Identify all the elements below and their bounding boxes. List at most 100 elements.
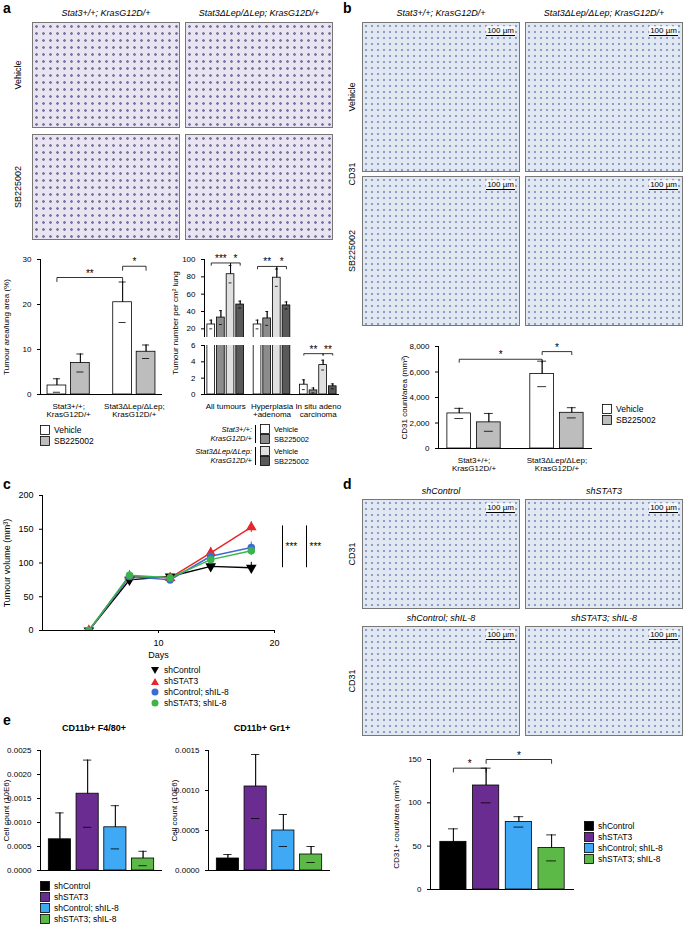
svg-text:4,000: 4,000 (409, 393, 430, 402)
html-text:SB225002: SB225002 (274, 434, 309, 444)
html-text:SB225002: SB225002 (13, 166, 23, 208)
svg-text:50: 50 (413, 842, 422, 851)
svg-text:*: * (555, 342, 559, 353)
html-text:shControl: shControl (598, 821, 635, 831)
svg-text:Stat3+/+;KrasG12D/+: Stat3+/+;KrasG12D/+ (47, 402, 92, 419)
svg-text:*: * (233, 253, 237, 264)
svg-text:**: ** (310, 344, 318, 355)
svg-text:0: 0 (28, 625, 33, 635)
svg-text:*: * (280, 256, 284, 267)
svg-text:0: 0 (191, 390, 196, 399)
svg-text:CD31+ count/area (mm²): CD31+ count/area (mm²) (392, 780, 401, 869)
svg-text:0.0000: 0.0000 (175, 866, 200, 875)
html-text:shControl: shControl (164, 665, 201, 675)
svg-text:**: ** (86, 268, 94, 279)
html-text:SB225002: SB225002 (54, 436, 94, 446)
svg-text:6: 6 (191, 341, 196, 350)
svg-text:50: 50 (23, 592, 33, 602)
svg-text:Cell count (10E6): Cell count (10E6) (170, 779, 179, 841)
svg-text:0: 0 (425, 444, 430, 453)
svg-text:80: 80 (187, 272, 196, 281)
html-text:shControl; shIL-8: shControl; shIL-8 (406, 613, 476, 623)
svg-text:0: 0 (417, 885, 422, 894)
html-text:shSTAT3: shSTAT3 (164, 676, 199, 686)
html-text:shControl; shIL-8: shControl; shIL-8 (164, 687, 229, 697)
html-text:shSTAT3: shSTAT3 (598, 832, 633, 842)
svg-text:Tumour area/lung area (%): Tumour area/lung area (%) (2, 279, 11, 375)
svg-text:0.0015: 0.0015 (7, 794, 32, 804)
svg-text:20: 20 (269, 638, 279, 648)
svg-text:*: * (499, 349, 503, 360)
html-text:CD11b+ F4/80+: CD11b+ F4/80+ (62, 723, 126, 733)
svg-text:30: 30 (23, 255, 32, 264)
svg-text:150: 150 (408, 755, 422, 764)
svg-text:0: 0 (27, 390, 32, 399)
svg-text:4: 4 (191, 357, 196, 366)
svg-text:150: 150 (18, 524, 33, 534)
svg-text:CD31 count/area (mm²): CD31 count/area (mm²) (400, 355, 409, 439)
svg-text:Hyperplasia+adenoma: Hyperplasia+adenoma (251, 402, 294, 419)
svg-text:Stat3ΔLep/ΔLep;KrasG12D/+: Stat3ΔLep/ΔLep;KrasG12D/+ (527, 456, 588, 473)
svg-text:100: 100 (408, 798, 422, 807)
svg-text:***: *** (310, 541, 322, 552)
svg-text:*: * (132, 256, 136, 267)
svg-text:0.0005: 0.0005 (7, 842, 32, 851)
html-text:SB225002: SB225002 (347, 230, 357, 272)
html-text:shControl; shIL-8: shControl; shIL-8 (598, 843, 663, 853)
html-text:shSTAT3; shIL-8: shSTAT3; shIL-8 (164, 698, 227, 708)
html-text:CD31: CD31 (347, 162, 357, 186)
svg-text:10: 10 (153, 638, 163, 648)
html-text:SB225002: SB225002 (616, 415, 656, 425)
svg-text:***: *** (286, 541, 298, 552)
html-text:Vehicle: Vehicle (347, 82, 357, 112)
html-text:shSTAT3; shIL-8: shSTAT3; shIL-8 (598, 854, 661, 864)
svg-text:Tumour volume (mm³): Tumour volume (mm³) (2, 519, 12, 608)
html-text:Vehicle: Vehicle (274, 446, 299, 456)
html-text:SB225002: SB225002 (274, 456, 309, 466)
svg-text:**: ** (324, 344, 332, 355)
html-text:Vehicle: Vehicle (54, 425, 82, 435)
html-text:Stat3ΔLep/ΔLep; KrasG12D/+: Stat3ΔLep/ΔLep; KrasG12D/+ (198, 8, 320, 18)
html-text:Stat3ΔLep/ΔLep: KrasG12D/+: Stat3ΔLep/ΔLep: KrasG12D/+ (195, 447, 252, 465)
html-text:Vehicle: Vehicle (13, 60, 23, 90)
svg-text:200: 200 (18, 490, 33, 500)
html-text:shSTAT3: shSTAT3 (585, 486, 623, 496)
svg-text:0.0010: 0.0010 (7, 818, 32, 828)
svg-text:100: 100 (182, 255, 196, 264)
html-text:Stat3+/+; KrasG12D/+: Stat3+/+; KrasG12D/+ (61, 8, 151, 18)
svg-text:2,000: 2,000 (409, 419, 430, 428)
html-text:Stat3+/+; KrasG12D/+: Stat3+/+; KrasG12D/+ (396, 8, 486, 18)
svg-text:20: 20 (187, 324, 196, 333)
svg-text:20: 20 (23, 300, 32, 309)
svg-text:Stat3+/+;KrasG12D/+: Stat3+/+;KrasG12D/+ (452, 456, 497, 473)
svg-text:Days: Days (148, 650, 169, 660)
html-text:CD31: CD31 (347, 542, 357, 566)
svg-text:10: 10 (23, 345, 32, 354)
svg-text:0.0025: 0.0025 (7, 746, 32, 755)
html-text:Tumour number per cm² lung: Tumour number per cm² lung (170, 270, 180, 375)
svg-text:8,000: 8,000 (409, 342, 430, 351)
svg-text:0.0015: 0.0015 (175, 746, 200, 755)
svg-text:*: * (468, 758, 472, 769)
svg-text:100: 100 (18, 558, 33, 568)
svg-text:6,000: 6,000 (409, 368, 430, 377)
svg-text:2: 2 (191, 374, 196, 383)
svg-text:Cell count (10E6): Cell count (10E6) (2, 779, 11, 841)
html-text:Stat3ΔLep/ΔLep; KrasG12D/+: Stat3ΔLep/ΔLep; KrasG12D/+ (543, 8, 665, 18)
svg-text:In situ adenocarcinoma: In situ adenocarcinoma (295, 402, 341, 419)
svg-text:40: 40 (187, 307, 196, 316)
svg-text:0.0000: 0.0000 (7, 866, 32, 875)
html-text:CD31: CD31 (347, 669, 357, 693)
html-text:Vehicle: Vehicle (274, 424, 299, 434)
svg-text:All tumours: All tumours (206, 402, 246, 411)
svg-text:***: *** (215, 253, 227, 264)
html-text:Stat3+/+: KrasG12D/+: Stat3+/+: KrasG12D/+ (210, 425, 252, 443)
html-text:shSTAT3; shIL-8: shSTAT3; shIL-8 (570, 613, 638, 623)
svg-text:0.0020: 0.0020 (7, 770, 32, 779)
html-text:shControl: shControl (421, 486, 461, 496)
svg-text:60: 60 (187, 290, 196, 299)
svg-text:Stat3ΔLep/ΔLep;KrasG12D/+: Stat3ΔLep/ΔLep;KrasG12D/+ (104, 402, 165, 419)
svg-text:**: ** (263, 256, 271, 267)
svg-text:*: * (517, 750, 521, 761)
html-text:Vehicle: Vehicle (616, 404, 644, 414)
